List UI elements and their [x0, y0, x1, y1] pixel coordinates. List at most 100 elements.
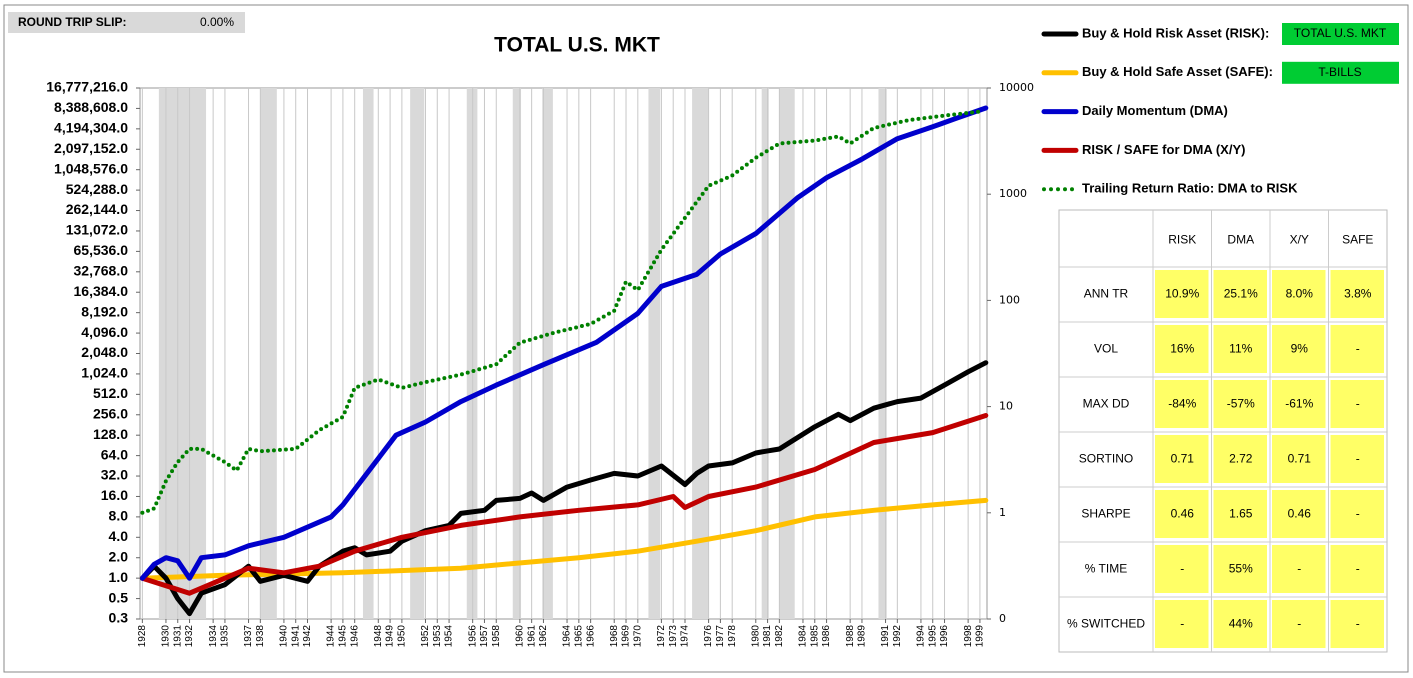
plot-area	[139, 87, 988, 620]
cell: 3.8%	[1344, 287, 1372, 301]
row-label: % SWITCHED	[1067, 617, 1145, 631]
shaded-period	[761, 88, 769, 619]
row-label: VOL	[1094, 342, 1118, 356]
shaded-period	[260, 88, 277, 619]
shaded-period	[692, 88, 709, 619]
x-tick-label: 1968	[609, 625, 620, 648]
column-header: X/Y	[1290, 233, 1309, 247]
column-header: SAFE	[1342, 233, 1373, 247]
x-tick-label: 1981	[762, 625, 773, 648]
cell-box	[1155, 325, 1209, 373]
series-line	[139, 413, 989, 596]
cell: 8.0%	[1286, 287, 1314, 301]
shaded-period	[779, 88, 795, 619]
cell-box	[1155, 270, 1209, 318]
shaded-period	[362, 88, 374, 619]
row-label: % TIME	[1085, 562, 1127, 576]
cell-box	[1330, 600, 1384, 648]
cell-box	[1330, 435, 1384, 483]
cell: -	[1180, 562, 1184, 576]
y-tick-label: 16.0	[101, 487, 128, 503]
x-tick-label: 1942	[302, 625, 313, 648]
shaded-period	[158, 88, 207, 619]
row-label: MAX DD	[1083, 397, 1130, 411]
cell: -	[1356, 562, 1360, 576]
y-tick-label: 1.0	[109, 569, 129, 585]
cell-box	[1272, 435, 1326, 483]
cell-box	[1213, 325, 1267, 373]
x-tick-label: 1944	[326, 625, 337, 648]
cell-box	[1155, 435, 1209, 483]
y-tick-label: 8,388,608.0	[54, 99, 128, 115]
x-tick-label: 1974	[680, 625, 691, 648]
shaded-period	[648, 88, 661, 619]
x-tick-label: 1946	[349, 625, 360, 648]
x-tick-label: 1948	[373, 625, 384, 648]
cell: 0.71	[1171, 452, 1195, 466]
series-line	[139, 497, 989, 581]
y-tick-label: 512.0	[93, 385, 128, 401]
asset-tag-box	[1282, 23, 1399, 45]
y-tick-label: 8,192.0	[81, 303, 128, 319]
x-tick-label: 1999	[975, 625, 986, 648]
cell-box	[1155, 600, 1209, 648]
legend-label: Buy & Hold Risk Asset (RISK):	[1082, 25, 1269, 40]
cell: 0.71	[1288, 452, 1312, 466]
cell: 25.1%	[1224, 287, 1258, 301]
x-tick-label: 1989	[857, 625, 868, 648]
x-tick-label: 1952	[420, 625, 431, 648]
y-tick-label: 8.0	[109, 508, 129, 524]
y-tick-label: 65,536.0	[74, 242, 129, 258]
x-tick-label: 1949	[385, 625, 396, 648]
y-tick-label: 1,048,576.0	[54, 160, 128, 176]
cell: -	[1356, 617, 1360, 631]
series-line	[139, 105, 989, 581]
x-tick-label: 1985	[809, 625, 820, 648]
cell-box	[1272, 380, 1326, 428]
x-tick-label: 1930	[161, 625, 172, 648]
y2-tick-label: 0	[999, 612, 1006, 625]
shaded-period	[512, 88, 522, 619]
row-label: SORTINO	[1079, 452, 1133, 466]
x-tick-label: 1928	[137, 625, 148, 648]
cell: -57%	[1227, 397, 1255, 411]
column-header: RISK	[1168, 233, 1196, 247]
cell: -	[1356, 397, 1360, 411]
slip-label: ROUND TRIP SLIP:	[18, 15, 126, 29]
y-tick-label: 32,768.0	[74, 263, 129, 279]
shaded-period	[410, 88, 425, 619]
y-tick-label: 16,777,216.0	[46, 79, 128, 95]
row-label: ANN TR	[1084, 287, 1129, 301]
y-tick-label: 256.0	[93, 405, 128, 421]
y-tick-label: 0.5	[109, 589, 129, 605]
x-tick-label: 1956	[467, 625, 478, 648]
x-tick-label: 1986	[821, 625, 832, 648]
y2-tick-label: 1	[999, 506, 1006, 519]
asset-tag: TOTAL U.S. MKT	[1294, 26, 1387, 40]
cell: 16%	[1170, 342, 1194, 356]
y-tick-label: 16,384.0	[74, 283, 129, 299]
chart-title: TOTAL U.S. MKT	[494, 34, 660, 57]
x-tick-label: 1977	[715, 625, 726, 648]
cell-box	[1272, 600, 1326, 648]
asset-tag-box	[1282, 61, 1399, 84]
y2-tick-label: 10	[999, 400, 1013, 413]
cell: -	[1297, 562, 1301, 576]
cell-box	[1213, 380, 1267, 428]
cell: 2.72	[1229, 452, 1253, 466]
x-tick-label: 1978	[727, 625, 738, 648]
x-tick-label: 1938	[255, 625, 266, 648]
slip-box	[8, 12, 245, 33]
cell-box	[1213, 490, 1267, 538]
y-tick-label: 128.0	[93, 426, 128, 442]
cell: 55%	[1229, 562, 1253, 576]
cell-box	[1330, 490, 1384, 538]
legend-label: Daily Momentum (DMA)	[1082, 103, 1228, 118]
y-tick-label: 262,144.0	[66, 201, 128, 217]
cell: 44%	[1229, 617, 1253, 631]
x-tick-label: 1995	[927, 625, 938, 648]
cell-box	[1272, 545, 1326, 593]
cell-box	[1272, 325, 1326, 373]
cell: 1.65	[1229, 507, 1253, 521]
